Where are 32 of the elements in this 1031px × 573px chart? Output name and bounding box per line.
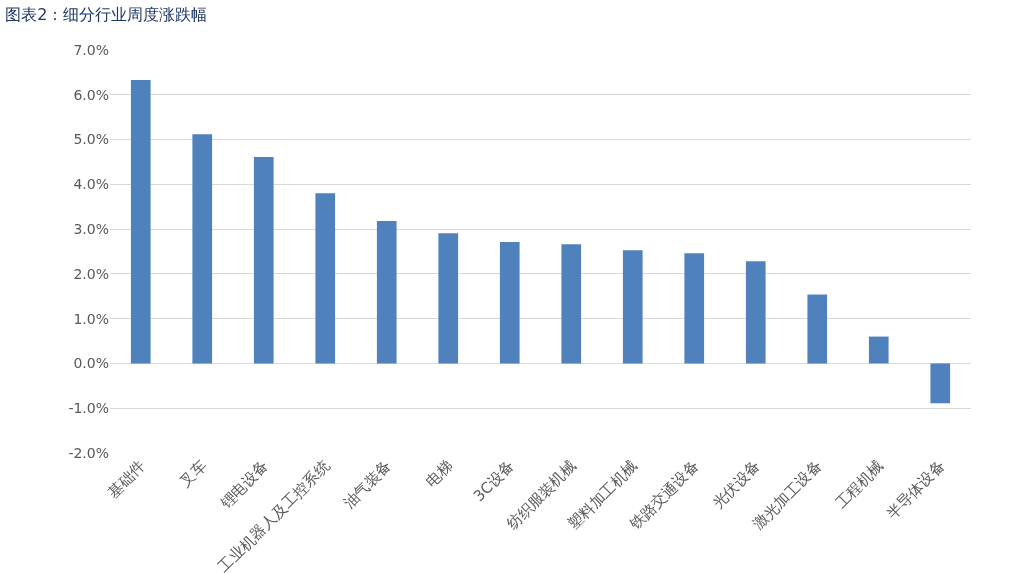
y-tick-label: 4.0% <box>73 176 109 193</box>
bar <box>315 193 336 364</box>
bar <box>499 242 520 364</box>
y-tick-label: -2.0% <box>68 444 109 461</box>
bar <box>684 253 705 364</box>
bar <box>438 233 459 364</box>
x-tick-label: 油气装备 <box>339 456 395 513</box>
x-tick-label: 锂电设备 <box>216 456 272 513</box>
bar <box>253 157 274 364</box>
x-tick-label: 光伏设备 <box>708 456 764 513</box>
y-tick-label: -1.0% <box>68 400 109 417</box>
bar <box>807 294 828 364</box>
bar <box>130 80 151 364</box>
y-tick-label: 2.0% <box>73 265 109 282</box>
y-tick-label: 5.0% <box>73 131 109 148</box>
bar <box>930 363 951 404</box>
bar <box>376 221 397 364</box>
bar <box>561 244 582 364</box>
bar <box>745 261 766 364</box>
bar <box>868 336 889 364</box>
x-tick-label: 电梯 <box>422 456 457 491</box>
bar <box>192 134 213 364</box>
x-tick-label: 工程机械 <box>831 456 887 513</box>
y-tick-label: 6.0% <box>73 86 109 103</box>
y-tick-label: 3.0% <box>73 221 109 238</box>
bar <box>622 250 643 364</box>
y-tick-label: 0.0% <box>73 355 109 372</box>
y-tick-label: 1.0% <box>73 310 109 327</box>
x-tick-label: 3C设备 <box>469 456 518 506</box>
y-tick-label: 7.0% <box>73 41 109 58</box>
x-tick-label: 叉车 <box>176 456 211 491</box>
chart-title: 图表2：细分行业周度涨跌幅 <box>5 4 208 24</box>
